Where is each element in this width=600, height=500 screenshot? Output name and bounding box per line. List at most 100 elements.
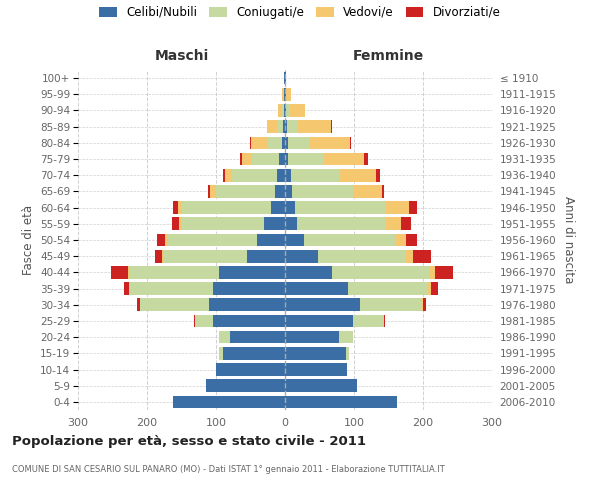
Bar [278,104,281,117]
Bar [386,202,409,214]
Bar [206,380,285,392]
Bar [285,218,298,230]
Text: COMUNE DI SAN CESARIO SUL PANARO (MO) - Dati ISTAT 1° gennaio 2011 - Elaborazion: COMUNE DI SAN CESARIO SUL PANARO (MO) - … [12,465,445,474]
Bar [257,234,285,246]
Bar [252,152,280,166]
Bar [286,88,290,101]
Bar [220,347,223,360]
Bar [285,282,349,295]
Bar [173,202,178,214]
Bar [325,152,364,166]
Bar [140,298,209,311]
Bar [422,298,423,311]
Bar [285,202,295,214]
Bar [196,314,212,328]
Bar [157,234,165,246]
Text: Maschi: Maschi [154,49,209,63]
Bar [130,266,220,278]
Bar [285,234,304,246]
Bar [284,88,285,101]
Bar [285,314,353,328]
Bar [284,72,285,85]
Bar [280,152,285,166]
Bar [364,152,368,166]
Text: Popolazione per età, sesso e stato civile - 2011: Popolazione per età, sesso e stato civil… [12,435,366,448]
Bar [285,380,358,392]
Bar [423,298,427,311]
Bar [242,152,252,166]
Bar [128,266,130,278]
Bar [281,136,285,149]
Bar [286,104,290,117]
Bar [179,218,182,230]
Bar [285,347,346,360]
Bar [436,266,452,278]
Bar [285,331,339,344]
Bar [285,136,288,149]
Bar [285,363,347,376]
Bar [353,314,383,328]
Bar [164,250,247,262]
Bar [284,104,285,117]
Bar [349,282,428,295]
Bar [290,104,305,117]
Bar [285,88,286,101]
Bar [268,136,281,149]
Bar [295,202,386,214]
Bar [137,298,140,311]
Bar [182,218,265,230]
Text: Femmine: Femmine [353,49,424,63]
Bar [216,363,285,376]
Bar [359,298,422,311]
Bar [353,185,382,198]
Bar [220,331,230,344]
Bar [182,202,271,214]
Bar [247,250,285,262]
Bar [240,152,242,166]
Bar [401,218,411,230]
Bar [318,250,406,262]
Bar [283,120,285,133]
Bar [271,202,285,214]
Bar [212,282,285,295]
Bar [277,169,285,181]
Bar [340,169,376,181]
Bar [225,169,232,181]
Legend: Celibi/Nubili, Coniugati/e, Vedovi/e, Divorziati/e: Celibi/Nubili, Coniugati/e, Vedovi/e, Di… [99,6,501,19]
Bar [298,120,331,133]
Bar [111,266,128,278]
Bar [155,250,162,262]
Bar [431,282,438,295]
Bar [382,185,383,198]
Bar [232,169,277,181]
Bar [250,136,251,149]
Bar [219,331,220,344]
Bar [298,218,386,230]
Bar [339,331,353,344]
Bar [383,314,385,328]
Bar [129,282,130,295]
Bar [230,331,285,344]
Bar [285,120,287,133]
Bar [409,202,417,214]
Bar [194,314,196,328]
Bar [395,234,406,246]
Bar [376,169,380,181]
Bar [211,185,216,198]
Bar [430,266,436,278]
Bar [212,314,285,328]
Bar [165,234,168,246]
Bar [331,120,332,133]
Bar [288,136,310,149]
Bar [173,396,285,408]
Bar [220,266,285,278]
Bar [285,250,318,262]
Bar [168,234,257,246]
Bar [285,185,292,198]
Bar [277,120,283,133]
Bar [178,202,182,214]
Bar [285,72,286,85]
Bar [413,250,431,262]
Bar [223,169,225,181]
Bar [406,250,413,262]
